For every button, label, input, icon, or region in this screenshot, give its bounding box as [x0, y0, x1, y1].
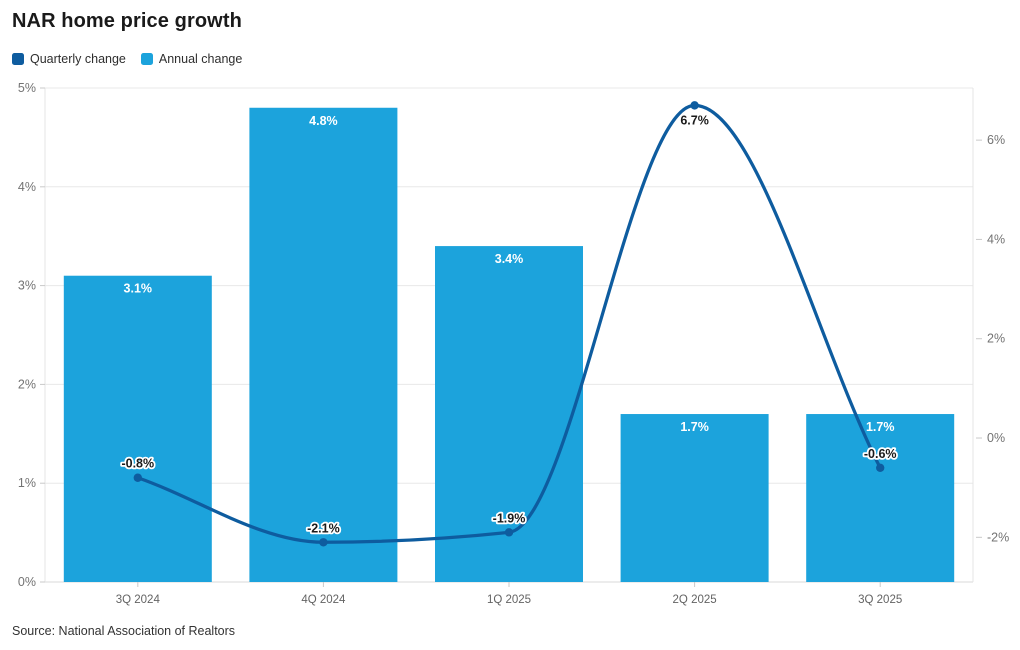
bar-value-label: 3.4%	[495, 252, 524, 266]
left-axis-tick-label: 3%	[18, 279, 36, 293]
x-axis-label: 4Q 2024	[301, 594, 346, 606]
right-axis-tick-label: 0%	[987, 431, 1005, 445]
legend-label-quarterly: Quarterly change	[30, 52, 126, 66]
left-axis-tick-label: 0%	[18, 575, 36, 589]
bar-value-label: 1.7%	[866, 420, 895, 434]
bar-annual-change	[63, 275, 212, 582]
right-axis-tick-label: 2%	[987, 332, 1005, 346]
line-point-dot	[319, 538, 328, 547]
line-point-dot	[876, 463, 885, 473]
legend-swatch-annual-icon	[140, 53, 153, 65]
line-point-dot	[690, 101, 699, 110]
x-axis-label: 3Q 2024	[116, 594, 161, 606]
bar-annual-change	[806, 414, 955, 582]
legend-item-quarterly-change: Quarterly change	[12, 52, 126, 66]
right-axis-tick-label: 4%	[987, 232, 1005, 246]
x-axis-label: 2Q 2025	[673, 594, 717, 606]
chart-title: NAR home price growth	[12, 10, 242, 32]
point-value-label: -0.6%	[864, 447, 897, 461]
bar-value-label: 1.7%	[680, 420, 709, 434]
x-axis-label: 1Q 2025	[487, 594, 531, 606]
legend-swatch-quarterly-icon	[12, 53, 24, 65]
line-point-dot	[504, 528, 514, 537]
right-axis-tick-label: 6%	[987, 133, 1005, 147]
right-axis-tick-label: -2%	[987, 530, 1009, 544]
x-axis-label: 3Q 2025	[858, 594, 902, 606]
bar-annual-change	[435, 246, 583, 582]
point-value-label: -2.1%	[307, 521, 340, 535]
left-axis-tick-label: 1%	[18, 476, 36, 490]
quarterly-change-line	[136, 103, 882, 544]
bar-value-label: 4.8%	[309, 114, 338, 128]
legend-item-annual-change: Annual change	[140, 52, 243, 66]
left-axis-tick-label: 2%	[18, 377, 36, 391]
bar-value-label: 3.1%	[124, 282, 153, 296]
point-value-label: -1.9%	[493, 511, 526, 525]
legend: Quarterly change Annual change	[12, 52, 242, 66]
point-value-label: 6.7%	[680, 113, 709, 127]
source-note: Source: National Association of Realtors	[12, 624, 236, 638]
left-axis-tick-label: 5%	[18, 81, 36, 95]
left-axis-tick-label: 4%	[18, 180, 36, 194]
line-point-dot	[133, 473, 142, 482]
point-value-label: -0.8%	[121, 457, 154, 471]
bar-annual-change	[249, 107, 398, 582]
bar-annual-change	[620, 414, 769, 582]
legend-label-annual: Annual change	[158, 52, 243, 66]
